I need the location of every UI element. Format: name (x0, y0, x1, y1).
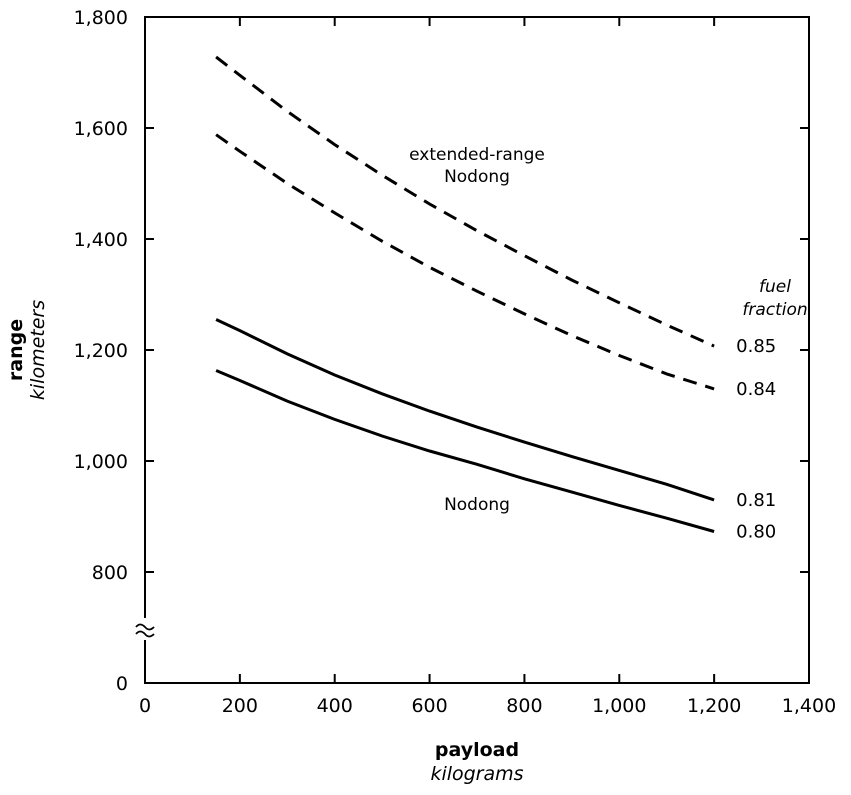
y-tick-label: 1,600 (74, 118, 128, 140)
series-lines (215, 55, 715, 533)
x-axis-ticks: 0 200 400 600 800 1,000 1,200 1,400 (139, 17, 836, 717)
y-tick-label: 800 (92, 562, 128, 584)
series-end-label: 0.81 (736, 490, 776, 511)
x-tick-label: 600 (411, 695, 447, 717)
series-end-label: 0.84 (736, 379, 776, 400)
series-line-0-84 (215, 133, 715, 391)
y-axis-title: range (5, 319, 27, 381)
fuel-fraction-title-line1: fuel (759, 277, 791, 297)
fuel-fraction-title-line2: fraction (742, 300, 807, 320)
x-axis-title: payload (435, 739, 519, 761)
annotation-extended-range-line2: Nodong (444, 167, 510, 187)
fuel-fraction-labels: 0.85 0.84 0.81 0.80 (736, 336, 776, 542)
y-tick-label: 1,800 (74, 7, 128, 29)
x-tick-label: 400 (317, 695, 353, 717)
annotation-nodong: Nodong (444, 495, 510, 515)
y-tick-label: 1,200 (74, 340, 128, 362)
series-line-0-85 (215, 55, 715, 348)
y-tick-label: 0 (116, 673, 128, 695)
y-axis-ticks: 0 800 1,000 1,200 1,400 1,600 1,800 (74, 7, 809, 695)
x-tick-label: 1,400 (782, 695, 836, 717)
y-tick-label: 1,000 (74, 451, 128, 473)
series-line-0-81 (215, 318, 715, 502)
x-axis-subtitle: kilograms (430, 763, 523, 785)
series-end-label: 0.80 (736, 521, 776, 542)
series-end-label: 0.85 (736, 336, 776, 357)
annotation-extended-range-line1: extended-range (409, 145, 545, 165)
axis-break-mark (135, 618, 155, 640)
y-axis-subtitle: kilometers (27, 300, 49, 400)
y-tick-label: 1,400 (74, 229, 128, 251)
plot-frame (144, 16, 810, 684)
x-tick-label: 200 (222, 695, 258, 717)
x-tick-label: 1,200 (687, 695, 741, 717)
x-tick-label: 800 (506, 695, 542, 717)
x-tick-label: 0 (139, 695, 151, 717)
series-line-0-80 (215, 369, 715, 533)
x-tick-label: 1,000 (592, 695, 646, 717)
